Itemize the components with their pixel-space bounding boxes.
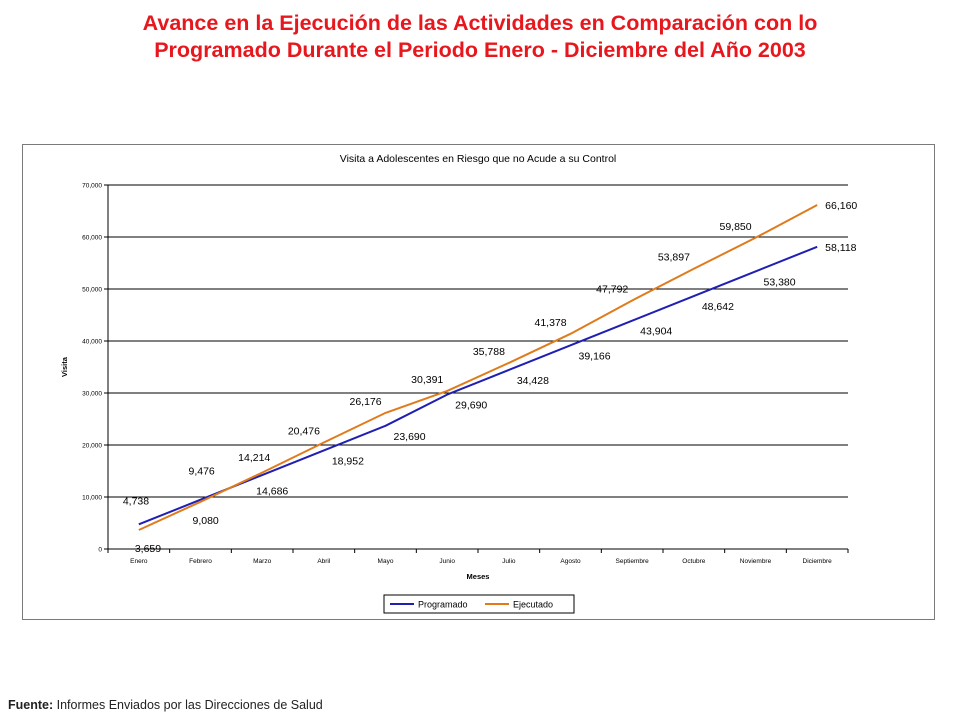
chart-title: Visita a Adolescentes en Riesgo que no A… (340, 153, 617, 165)
data-label-programado: 39,166 (579, 350, 611, 362)
data-label-programado: 43,904 (640, 326, 672, 338)
data-label-programado: 53,380 (764, 276, 796, 288)
legend-label-ejecutado: Ejecutado (513, 600, 553, 610)
data-label-ejecutado: 47,792 (596, 283, 628, 295)
x-tick-label: Julio (502, 558, 516, 565)
data-label-programado: 18,952 (332, 455, 364, 467)
data-label-programado: 23,690 (394, 431, 426, 443)
x-axis-label: Meses (467, 572, 490, 581)
data-label-programado: 48,642 (702, 301, 734, 313)
x-tick-label: Junio (439, 558, 455, 565)
x-tick-label: Agosto (560, 558, 581, 565)
data-label-ejecutado: 26,176 (350, 396, 382, 408)
x-tick-label: Mayo (378, 558, 394, 565)
source-text: Informes Enviados por las Direcciones de… (56, 698, 323, 712)
y-tick-label: 30,000 (82, 391, 102, 398)
series-line-ejecutado (138, 204, 818, 531)
data-label-programado: 58,118 (825, 242, 856, 254)
y-tick-label: 70,000 (82, 183, 102, 190)
page-title-line-1: Avance en la Ejecución de las Actividade… (142, 11, 818, 35)
data-label-ejecutado: 41,378 (535, 317, 567, 329)
y-tick-label: 60,000 (82, 235, 102, 242)
legend-box (383, 594, 575, 614)
chart-frame: Visita a Adolescentes en Riesgo que no A… (22, 144, 935, 620)
page-title: Avance en la Ejecución de las Actividade… (0, 10, 960, 64)
data-label-programado: 14,214 (238, 452, 270, 464)
data-label-ejecutado: 9,080 (193, 515, 219, 527)
data-label-programado: 34,428 (517, 375, 549, 387)
source-label: Fuente: (8, 698, 54, 712)
x-tick-label: Enero (130, 558, 148, 565)
page-title-line-2: Programado Durante el Periodo Enero - Di… (154, 38, 806, 62)
x-tick-label: Febrero (189, 558, 212, 565)
data-label-programado: 4,738 (123, 495, 149, 507)
y-tick-label: 10,000 (82, 495, 102, 502)
data-label-ejecutado: 3,659 (135, 543, 161, 555)
y-tick-label: 50,000 (82, 287, 102, 294)
x-tick-label: Noviembre (740, 558, 772, 565)
data-label-ejecutado: 35,788 (473, 346, 505, 358)
data-label-ejecutado: 20,476 (288, 426, 320, 438)
data-label-ejecutado: 30,391 (411, 374, 443, 386)
x-tick-label: Marzo (253, 558, 271, 565)
series-line-programado (138, 245, 818, 526)
data-label-programado: 9,476 (189, 466, 215, 478)
data-label-ejecutado: 53,897 (658, 252, 690, 264)
legend-label-programado: Programado (418, 600, 468, 610)
data-label-ejecutado: 66,160 (825, 200, 857, 212)
x-tick-label: Diciembre (803, 558, 833, 565)
y-tick-label: 0 (98, 547, 102, 554)
data-label-ejecutado: 59,850 (720, 221, 752, 233)
source-note: Fuente: Informes Enviados por las Direcc… (8, 698, 323, 712)
line-chart: Visita a Adolescentes en Riesgo que no A… (60, 153, 857, 614)
y-axis-label: Visita (60, 356, 69, 377)
x-tick-label: Septiembre (616, 558, 650, 565)
y-tick-label: 20,000 (82, 443, 102, 450)
data-label-ejecutado: 14,686 (256, 486, 288, 498)
y-tick-label: 40,000 (82, 339, 102, 346)
data-label-programado: 29,690 (455, 400, 487, 412)
x-tick-label: Octubre (682, 558, 706, 565)
x-tick-label: Abril (317, 558, 331, 565)
